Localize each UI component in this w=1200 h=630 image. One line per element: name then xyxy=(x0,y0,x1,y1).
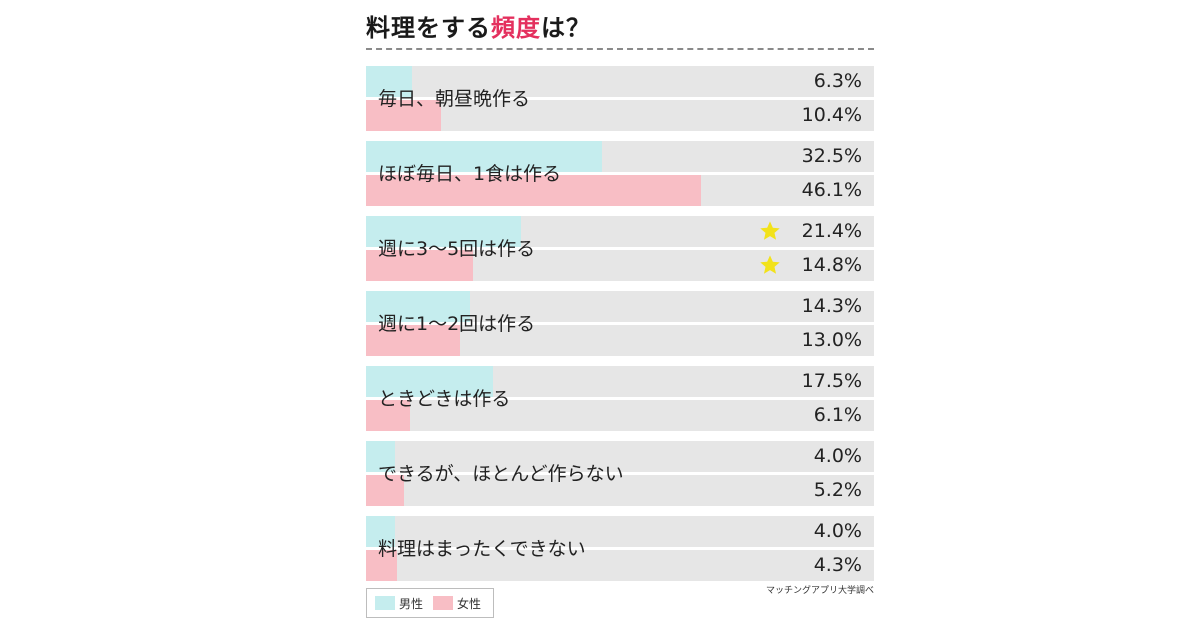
value-label-male: 6.3% xyxy=(813,70,862,92)
bar-track xyxy=(366,291,874,322)
bar-track xyxy=(366,100,874,131)
star-icon xyxy=(759,220,781,242)
chart-title: 料理をする頻度は？ xyxy=(366,8,591,43)
bar-track xyxy=(366,216,874,247)
value-label-female: 14.8% xyxy=(801,254,862,276)
value-label-male: 4.0% xyxy=(813,445,862,467)
bar-track xyxy=(366,366,874,397)
bar-female xyxy=(366,175,701,206)
legend-label-female: 女性 xyxy=(457,596,482,611)
bar-track xyxy=(366,550,874,581)
category-label: 週に1〜2回は作る xyxy=(378,312,536,335)
value-label-male: 4.0% xyxy=(813,520,862,542)
category-label: 週に3〜5回は作る xyxy=(378,237,536,260)
bar-track xyxy=(366,516,874,547)
bar-female xyxy=(366,400,411,431)
legend-swatch-female xyxy=(433,596,454,610)
bar-female xyxy=(366,100,442,131)
bar-track xyxy=(366,475,874,506)
category-label: 料理はまったくできない xyxy=(378,537,586,560)
bar-female xyxy=(366,250,474,281)
legend: 男性 女性 xyxy=(366,588,494,618)
value-label-male: 17.5% xyxy=(801,370,862,392)
value-label-male: 32.5% xyxy=(801,145,862,167)
source-note: マッチングアプリ大学調べ xyxy=(765,586,874,596)
legend-item-male: 男性 xyxy=(375,595,423,612)
bar-male xyxy=(366,366,493,397)
bar-male xyxy=(366,216,522,247)
title-divider xyxy=(366,48,874,50)
value-label-female: 10.4% xyxy=(801,104,862,126)
title-suffix: は？ xyxy=(541,14,591,42)
value-label-female: 6.1% xyxy=(813,404,862,426)
bar-track xyxy=(366,325,874,356)
bar-male xyxy=(366,441,396,472)
category-label: 毎日、朝昼晩作る xyxy=(378,87,531,110)
star-icon xyxy=(759,254,781,276)
value-label-female: 13.0% xyxy=(801,329,862,351)
bar-track xyxy=(366,400,874,431)
title-prefix: 料理をする xyxy=(366,14,491,42)
bar-male xyxy=(366,291,470,322)
bar-track xyxy=(366,66,874,97)
title-highlight: 頻度 xyxy=(491,14,541,42)
bar-track xyxy=(366,175,874,206)
bar-female xyxy=(366,475,404,506)
bar-male xyxy=(366,66,412,97)
bar-track xyxy=(366,250,874,281)
legend-label-male: 男性 xyxy=(399,596,424,611)
bar-female xyxy=(366,550,398,581)
bar-track xyxy=(366,441,874,472)
bar-track xyxy=(366,141,874,172)
value-label-male: 14.3% xyxy=(801,295,862,317)
bar-male xyxy=(366,516,396,547)
category-label: ときどきは作る xyxy=(378,387,511,410)
category-label: できるが、ほとんど作らない xyxy=(378,462,624,485)
category-label: ほぼ毎日、1食は作る xyxy=(378,162,562,185)
value-label-female: 46.1% xyxy=(801,179,862,201)
legend-item-female: 女性 xyxy=(433,595,481,612)
legend-swatch-male xyxy=(375,596,395,610)
bar-male xyxy=(366,141,602,172)
bar-female xyxy=(366,325,461,356)
value-label-male: 21.4% xyxy=(801,220,862,242)
value-label-female: 4.3% xyxy=(813,554,862,576)
value-label-female: 5.2% xyxy=(813,479,862,501)
